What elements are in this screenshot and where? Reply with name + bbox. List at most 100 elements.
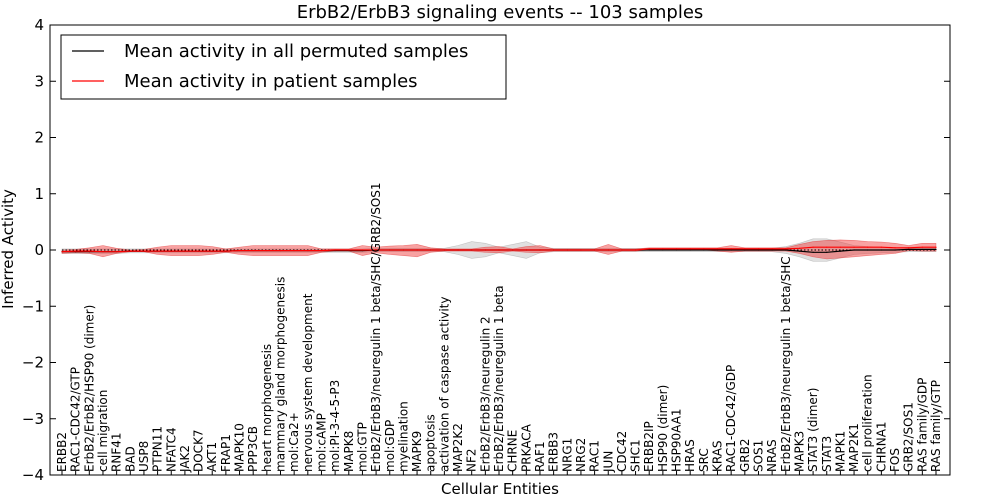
data-point-permuted (867, 249, 869, 251)
data-point-permuted (921, 248, 923, 251)
data-point-patient (512, 249, 514, 251)
data-point-patient (771, 248, 773, 250)
x-tick-label: PPP3CB (246, 426, 260, 472)
x-tick-label: RAF1 (533, 441, 547, 472)
x-tick-label: ErbB2/ErbB3/neuregulin 2 (478, 316, 492, 472)
data-point-patient (75, 250, 77, 252)
data-point-patient (880, 246, 882, 248)
data-point-patient (839, 246, 842, 248)
legend-label-patient: Mean activity in patient samples (124, 71, 418, 92)
data-point-patient (197, 250, 200, 252)
x-tick-label: USP8 (137, 441, 151, 472)
data-point-patient (607, 249, 609, 251)
x-tick-label: RAS family/GDP (915, 378, 929, 472)
data-point-patient (744, 248, 746, 250)
x-tick-label: mol:GTP (355, 422, 369, 472)
x-tick-label: NRG1 (560, 438, 574, 472)
x-tick-label: NRG2 (574, 438, 588, 472)
plot-frame (49, 24, 951, 476)
data-point-patient (826, 246, 828, 248)
data-point-permuted (662, 249, 664, 251)
x-tick-label: cell proliferation (861, 374, 875, 472)
data-point-patient (716, 248, 719, 250)
data-point-permuted (880, 249, 882, 251)
x-tick-label: KRAS (711, 440, 725, 472)
data-point-patient (867, 246, 869, 248)
data-point-patient (689, 248, 691, 250)
data-point-patient (484, 249, 486, 251)
data-point-patient (375, 249, 377, 251)
data-point-permuted (812, 251, 814, 253)
data-point-permuted (839, 250, 842, 252)
data-point-patient (812, 246, 814, 248)
x-tick-label: PTPN11 (151, 426, 165, 472)
x-tick-label: BAD (123, 446, 137, 472)
data-point-patient (853, 246, 855, 248)
data-point-patient (361, 249, 364, 251)
x-tick-label: HRAS (683, 439, 697, 472)
data-point-patient (539, 249, 541, 251)
data-point-patient (389, 249, 391, 251)
y-tick-label: 1 (34, 185, 44, 203)
x-tick-label: CHRNA1 (874, 421, 888, 472)
y-tick-label: −2 (22, 354, 44, 372)
x-tick-label: DOCK7 (192, 429, 206, 472)
data-point-patient (348, 249, 350, 251)
data-point-patient (703, 248, 705, 250)
x-tick-label: apoptosis (424, 414, 438, 472)
data-point-permuted (798, 250, 801, 252)
data-point-permuted (826, 251, 828, 253)
data-point-patient (580, 249, 582, 251)
x-tick-label: MAPK3 (792, 431, 806, 472)
data-point-patient (457, 249, 459, 251)
x-tick-label: MAPK9 (410, 431, 424, 472)
x-tick-label: mol:GDP (383, 420, 397, 472)
data-point-patient (553, 249, 555, 251)
x-tick-label: STAT3 (dimer) (806, 388, 820, 472)
data-point-patient (921, 246, 923, 248)
data-point-patient (430, 249, 432, 251)
x-tick-label: nervous system development (301, 293, 315, 472)
data-point-patient (252, 249, 254, 252)
x-tick-label: STAT3 (820, 436, 834, 472)
y-axis-label: Inferred Activity (0, 189, 17, 309)
x-tick-label: SHC1 (629, 439, 643, 472)
data-point-permuted (716, 249, 719, 251)
chart-title: ErbB2/ErbB3 signaling events -- 103 samp… (297, 2, 704, 23)
x-tick-label: CHRNE (506, 430, 520, 472)
x-tick-label: RAS family/GTP (929, 380, 943, 472)
x-tick-label: mol:Ca2+ (287, 412, 301, 472)
data-point-patient (634, 249, 637, 251)
y-tick-label: −1 (22, 297, 44, 315)
data-point-permuted (689, 249, 691, 251)
data-point-patient (320, 249, 323, 252)
data-point-patient (307, 249, 309, 252)
x-tick-label: ErbB2/ErbB3/neuregulin 1 beta/SHC/GRB2/S… (369, 182, 383, 472)
x-tick-label: ErbB2/ErbB3/neuregulin 1 beta/SHC (779, 256, 793, 472)
data-point-patient (88, 250, 90, 252)
x-tick-label: NF2 (465, 448, 479, 472)
y-tick-label: 2 (34, 129, 44, 147)
data-point-patient (184, 250, 186, 252)
x-tick-label: FRAP1 (219, 434, 233, 472)
x-tick-label: ERBB2 (55, 432, 69, 472)
x-tick-label: NFATC4 (164, 427, 178, 472)
data-point-permuted (730, 249, 732, 251)
x-tick-label: HSP90AA1 (670, 408, 684, 472)
x-tick-label: RNF41 (110, 433, 124, 473)
x-tick-label: RAC1 (588, 440, 602, 472)
data-point-patient (498, 249, 500, 251)
y-tick-label: 4 (34, 16, 44, 34)
data-point-patient (648, 248, 650, 250)
data-point-patient (785, 248, 787, 250)
x-tick-label: ERBB3 (547, 432, 561, 472)
data-point-patient (935, 246, 937, 248)
data-point-patient (225, 250, 227, 252)
x-tick-label: MAPK1 (833, 431, 847, 472)
x-tick-label: RAC1-CDC42/GDP (724, 365, 738, 472)
data-point-permuted (771, 249, 773, 251)
data-point-patient (102, 251, 104, 253)
data-point-patient (211, 250, 213, 252)
data-point-permuted (853, 249, 855, 251)
